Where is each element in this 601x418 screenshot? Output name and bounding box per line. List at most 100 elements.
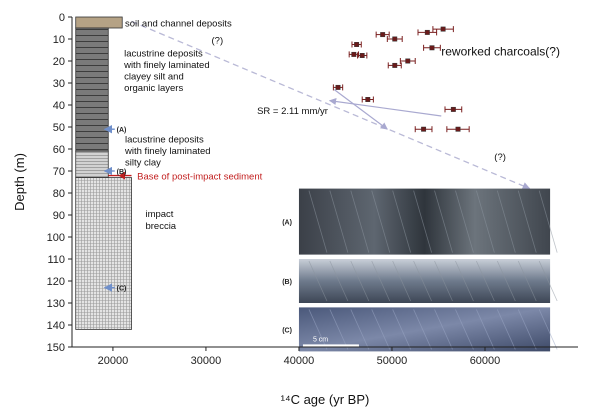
- core-photo-texture: [475, 190, 495, 253]
- litho-unit-lacustrine-silty: [75, 150, 109, 178]
- annotation-breccia: breccia: [145, 221, 176, 232]
- data-point: [392, 36, 398, 42]
- y-tick-label: 30: [53, 78, 65, 90]
- y-tick-label: 110: [47, 254, 65, 266]
- core-photo-texture: [413, 309, 432, 350]
- core-photo-texture: [517, 260, 537, 302]
- x-tick-label: 60000: [470, 355, 501, 367]
- core-photo-texture: [329, 190, 349, 253]
- y-tick-label: 130: [47, 298, 65, 310]
- annotation-lacustrine-1: organic layers: [124, 83, 183, 94]
- y-tick-label: 60: [53, 144, 65, 156]
- data-point: [440, 26, 446, 32]
- x-axis-title: ¹⁴C age (yr BP): [281, 392, 370, 407]
- y-tick-label: 150: [47, 342, 65, 354]
- y-tick-label: 80: [53, 188, 65, 200]
- core-photo-texture: [496, 260, 516, 302]
- core-photo-texture: [413, 190, 432, 253]
- data-point: [380, 32, 386, 38]
- core-photo-texture: [496, 190, 516, 253]
- annotation-soil: soil and channel deposits: [125, 19, 232, 30]
- x-tick-label: 20000: [98, 355, 129, 367]
- y-tick-label: 70: [53, 166, 65, 178]
- data-point: [455, 126, 461, 132]
- annotation-sr: SR = 2.11 mm/yr: [257, 106, 328, 117]
- data-series: [332, 26, 470, 133]
- core-photo-texture: [350, 309, 370, 350]
- data-point: [392, 62, 398, 68]
- core-photo-texture: [329, 260, 349, 302]
- lithology-column: (A) (B) (C): [75, 16, 132, 330]
- data-point: [424, 29, 430, 35]
- annotation-lacustrine-1: with finely laminated: [123, 60, 210, 71]
- core-photo-texture: [371, 309, 391, 350]
- core-photo-texture: [476, 260, 495, 302]
- photo-panel-label: (B): [282, 279, 292, 286]
- core-photo-panel: [298, 307, 551, 352]
- trend-lines: [131, 20, 531, 190]
- sr-arrow: [333, 89, 388, 130]
- data-point: [429, 45, 435, 51]
- y-tick-label: 40: [53, 100, 65, 112]
- litho-unit-breccia: [75, 177, 132, 330]
- y-tick-label: 0: [59, 12, 65, 24]
- core-photo-texture: [455, 190, 474, 253]
- data-point: [354, 42, 360, 47]
- core-photo-texture: [538, 309, 558, 350]
- data-point: [351, 51, 357, 57]
- core-photos: (A) (B) (C) 5 cm: [282, 188, 558, 352]
- core-photo-texture: [329, 309, 349, 350]
- sr-arrow: [328, 97, 442, 117]
- data-point: [359, 53, 365, 58]
- annotation-lacustrine-1: lacustrine deposits: [124, 49, 203, 60]
- data-point: [365, 97, 371, 102]
- core-photo-texture: [538, 260, 558, 302]
- x-tick-label: 40000: [284, 355, 315, 367]
- core-photo-texture: [371, 190, 391, 253]
- core-photo-texture: [350, 190, 370, 253]
- core-photo-texture: [350, 260, 370, 302]
- core-photo-texture: [434, 260, 453, 302]
- x-tick-label: 30000: [191, 355, 222, 367]
- core-photo-texture: [392, 309, 412, 350]
- base-arrow-icon: [118, 171, 126, 180]
- scale-bar-label: 5 cm: [313, 336, 328, 343]
- core-photo-texture: [392, 190, 412, 253]
- sample-label: (A): [117, 127, 127, 134]
- y-axis-title: Depth (m): [12, 153, 27, 211]
- annotation-question-bottom: (?): [494, 152, 506, 163]
- core-photo-texture: [308, 309, 328, 350]
- axes: 0 10 20 30 40 50 60 70 80 90 100 110 120 130 140 150 200…: [12, 12, 578, 407]
- core-photo-texture: [308, 190, 328, 253]
- core-photo-texture: [517, 309, 537, 350]
- annotations: soil and channel deposits lacustrine depo…: [123, 19, 560, 233]
- y-tick-label: 100: [47, 232, 65, 244]
- data-point: [450, 106, 456, 112]
- data-point: [421, 126, 427, 132]
- litho-unit-soil: [75, 16, 123, 29]
- core-photo-texture: [476, 309, 495, 350]
- core-photo-panel: [298, 188, 551, 255]
- sample-label: (C): [117, 286, 127, 293]
- core-photo-texture: [392, 260, 412, 302]
- annotation-base: Base of post-impact sediment: [137, 172, 263, 183]
- photo-panel-label: (C): [282, 327, 292, 334]
- annotation-question-top: (?): [212, 35, 224, 46]
- core-photo-texture: [434, 190, 453, 253]
- photo-panel-label: (A): [282, 220, 292, 227]
- y-tick-label: 120: [47, 276, 65, 288]
- y-tick-label: 140: [47, 320, 65, 332]
- core-photo-texture: [455, 309, 474, 350]
- scale-bar: [302, 344, 359, 348]
- sample-label: (B): [117, 169, 127, 176]
- data-point: [335, 84, 341, 90]
- y-tick-label: 50: [53, 122, 65, 134]
- litho-unit-lacustrine-clayey: [75, 27, 109, 152]
- core-photo-texture: [455, 260, 474, 302]
- core-photo-texture: [434, 309, 453, 350]
- annotation-lacustrine-2: silty clay: [125, 157, 161, 168]
- y-tick-label: 10: [53, 34, 65, 46]
- core-photo-texture: [538, 190, 558, 253]
- core-photo-texture: [517, 190, 537, 253]
